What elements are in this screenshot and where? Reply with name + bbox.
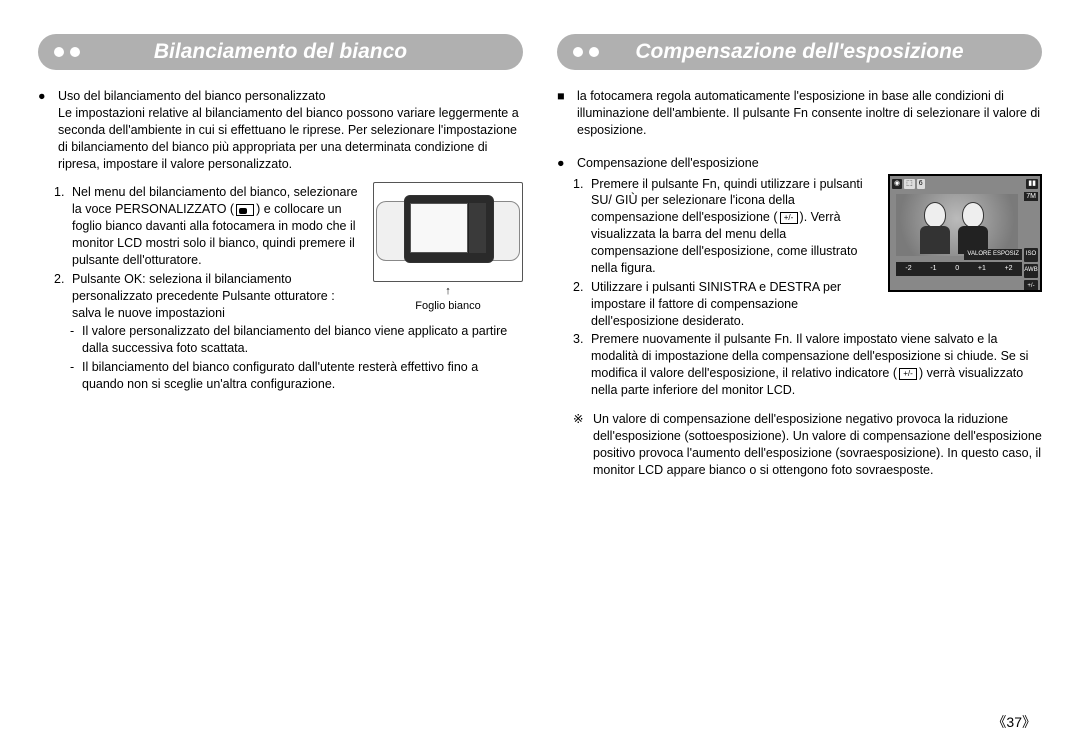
list-number: 2. — [573, 279, 587, 330]
ev-note: Un valore di compensazione dell'esposizi… — [593, 411, 1042, 479]
lcd-awb-chip: AWB — [1024, 264, 1038, 278]
right-column: Compensazione dell'esposizione ■ la foto… — [557, 34, 1042, 726]
ev-intro: la fotocamera regola automaticamente l'e… — [577, 88, 1042, 139]
ev-section-label: Compensazione dell'esposizione — [577, 155, 1042, 172]
wb-step1: Nel menu del bilanciamento del bianco, s… — [72, 184, 359, 268]
lcd-mode-icon: ◉ — [892, 179, 902, 189]
bullet-icon: ● — [557, 155, 569, 172]
camera-illustration — [373, 182, 523, 282]
lcd-battery-icon: ▮▮ — [1026, 179, 1038, 189]
ev-step3: Premere nuovamente il pulsante Fn. Il va… — [591, 331, 1042, 399]
list-number: 3. — [573, 331, 587, 399]
wb-step2: Pulsante OK: seleziona il bilanciamento … — [72, 271, 359, 322]
wb-intro-body: Le impostazioni relative al bilanciament… — [58, 105, 523, 173]
bullet-icon: ■ — [557, 88, 569, 139]
right-body: ■ la fotocamera regola automaticamente l… — [557, 86, 1042, 478]
list-number: 1. — [573, 176, 587, 277]
list-number: 1. — [54, 184, 68, 268]
caption-arrow-icon: ↑ — [445, 284, 451, 299]
left-body: ● Uso del bilanciamento del bianco perso… — [38, 86, 523, 393]
lcd-ev-label: VALORE ESPOSIZ — [964, 249, 1022, 259]
ev-step1: Premere il pulsante Fn, quindi utilizzar… — [591, 176, 874, 277]
lcd-screenshot: ◉ ⬚ 6 ▮▮ 7M — [888, 174, 1042, 292]
dash-icon: - — [70, 323, 78, 357]
dot-icon — [573, 47, 583, 57]
wb-intro-label: Uso del bilanciamento del bianco persona… — [58, 88, 523, 105]
dot-icon — [70, 47, 80, 57]
figure-caption: Foglio bianco — [415, 299, 480, 314]
list-number: 2. — [54, 271, 68, 322]
figure-ev: ◉ ⬚ 6 ▮▮ 7M — [888, 174, 1042, 292]
ev-icon — [780, 212, 798, 224]
figure-wb: ↑ Foglio bianco — [373, 182, 523, 314]
left-column: Bilanciamento del bianco ● Uso del bilan… — [38, 34, 523, 726]
page-number: 《37》 — [992, 712, 1036, 732]
dot-icon — [589, 47, 599, 57]
left-banner: Bilanciamento del bianco — [38, 34, 523, 70]
right-banner-title: Compensazione dell'esposizione — [635, 40, 963, 64]
wb-note2: Il bilanciamento del bianco configurato … — [82, 359, 523, 393]
wb-note1: Il valore personalizzato del bilanciamen… — [82, 323, 523, 357]
bullet-icon: ● — [38, 88, 50, 172]
dot-icon — [54, 47, 64, 57]
ev-icon — [899, 368, 917, 380]
lcd-size-chip: ⬚ — [904, 179, 915, 189]
custom-wb-icon — [236, 204, 254, 216]
right-banner: Compensazione dell'esposizione — [557, 34, 1042, 70]
note-mark-icon: ※ — [573, 411, 585, 479]
left-banner-title: Bilanciamento del bianco — [154, 40, 407, 64]
lcd-memory-chip: 6 — [917, 179, 925, 189]
dash-icon: - — [70, 359, 78, 393]
ev-step2: Utilizzare i pulsanti SINISTRA e DESTRA … — [591, 279, 874, 330]
banner-dots — [54, 47, 80, 57]
lcd-res-chip: 7M — [1024, 192, 1038, 201]
banner-dots — [573, 47, 599, 57]
lcd-ev-chip: +/- — [1024, 280, 1038, 292]
lcd-iso-chip: ISO — [1024, 248, 1038, 262]
lcd-ev-bar: -2 -1 0 +1 +2 — [896, 262, 1022, 276]
